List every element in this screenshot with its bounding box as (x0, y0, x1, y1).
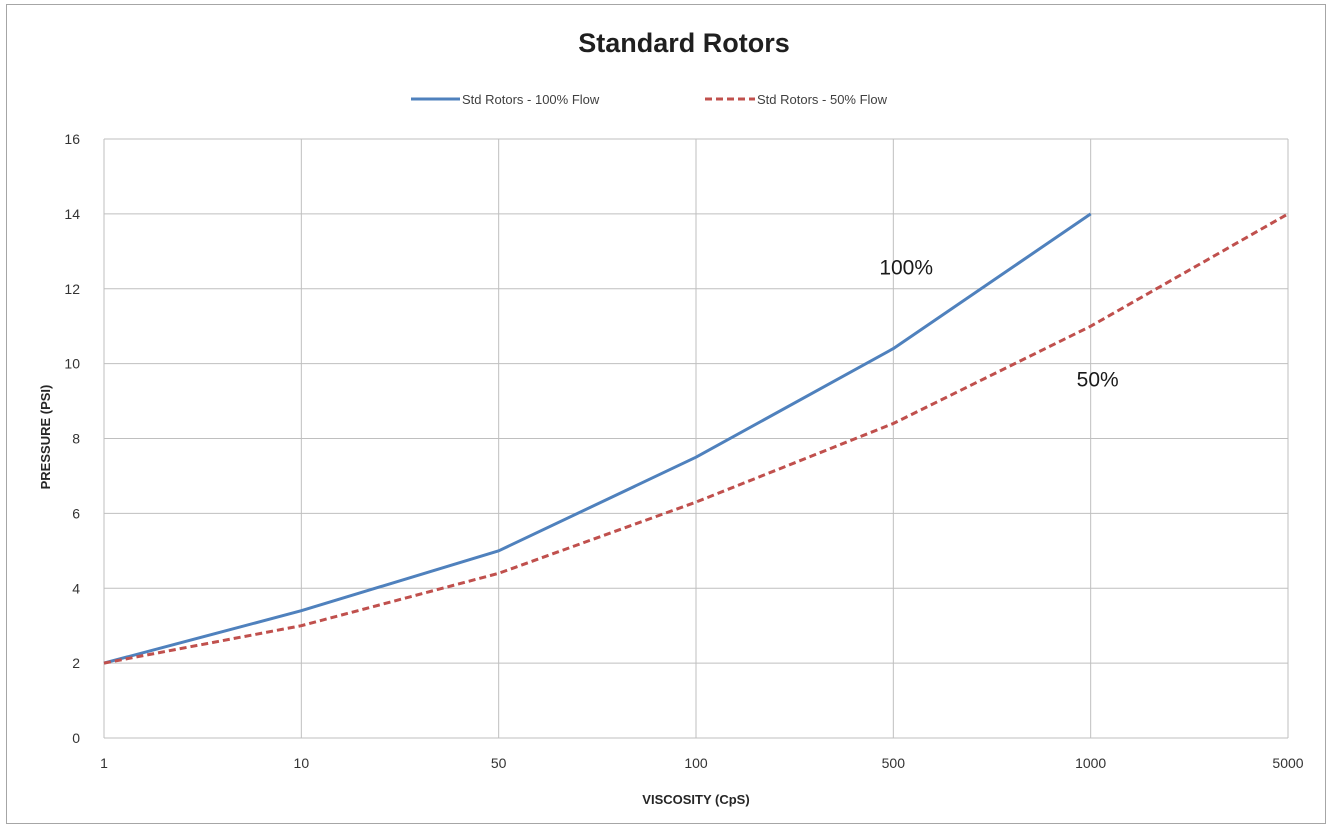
legend-label-100-flow: Std Rotors - 100% Flow (462, 92, 600, 107)
legend-label-50-flow: Std Rotors - 50% Flow (757, 92, 888, 107)
chart-title: Standard Rotors (578, 28, 790, 58)
series-line-100-flow (103, 212, 1092, 665)
x-tick-label: 10 (294, 755, 310, 771)
chart-frame (6, 4, 1326, 824)
series-layer (103, 212, 1289, 665)
x-tick-label: 100 (684, 755, 708, 771)
y-tick-label: 4 (72, 580, 80, 596)
y-tick-label: 2 (72, 655, 80, 671)
x-axis-ticks: 1 10 50 100 500 1000 5000 (100, 755, 1304, 771)
gridlines (103, 138, 1289, 739)
annotation-100-percent: 100% (879, 256, 933, 279)
x-tick-label: 500 (882, 755, 906, 771)
y-tick-label: 10 (64, 356, 80, 372)
x-tick-label: 5000 (1272, 755, 1303, 771)
y-tick-label: 14 (64, 206, 80, 222)
y-tick-label: 6 (72, 505, 80, 521)
y-tick-label: 12 (64, 281, 80, 297)
series-line-50-flow (103, 212, 1289, 665)
y-tick-label: 0 (72, 730, 80, 746)
legend: Std Rotors - 100% Flow Std Rotors - 50% … (411, 92, 888, 107)
x-tick-label: 50 (491, 755, 507, 771)
y-axis-ticks: 0 2 4 6 8 10 12 14 16 (64, 131, 80, 746)
annotations: 100% 50% (879, 256, 1118, 391)
x-axis-title: VISCOSITY (CpS) (642, 792, 749, 807)
y-tick-label: 8 (72, 431, 80, 447)
x-tick-label: 1 (100, 755, 108, 771)
annotation-50-percent: 50% (1077, 369, 1119, 392)
y-tick-label: 16 (64, 131, 80, 147)
x-tick-label: 1000 (1075, 755, 1106, 771)
y-axis-title: PRESSURE (PSI) (38, 385, 53, 490)
